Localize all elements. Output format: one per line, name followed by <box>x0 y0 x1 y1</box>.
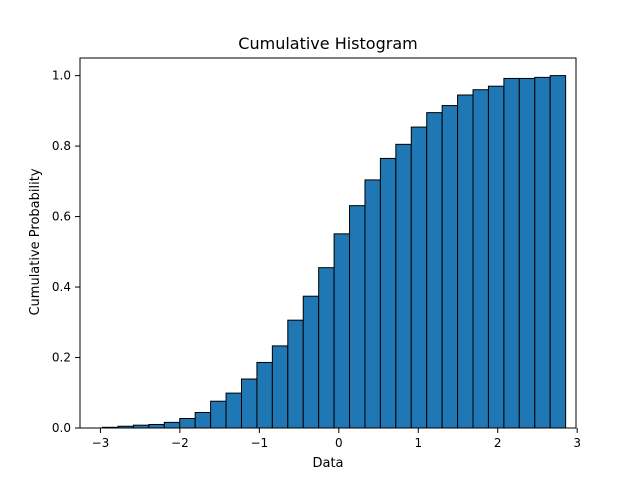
x-tick-label: 3 <box>573 436 581 450</box>
histogram-bar <box>302 295 320 429</box>
x-axis-label: Data <box>312 456 343 471</box>
y-axis-label: Cumulative Probability <box>28 168 43 315</box>
histogram-bar <box>349 205 366 429</box>
histogram-bar <box>534 76 551 429</box>
x-tick-label: 0 <box>335 436 343 450</box>
chart-title: Cumulative Histogram <box>238 34 417 53</box>
x-tick-label: −2 <box>171 436 189 450</box>
y-tick-label: 0.2 <box>52 351 71 365</box>
histogram-bars <box>102 75 567 429</box>
histogram-bar <box>379 157 397 429</box>
histogram-bar <box>518 77 536 429</box>
x-tick-label: −3 <box>92 436 110 450</box>
histogram-bar <box>194 412 212 429</box>
histogram-bar <box>410 126 428 429</box>
histogram-bar <box>179 417 196 429</box>
y-axis-ticks: 0.0 0.2 0.4 0.6 0.8 1.0 <box>52 69 80 435</box>
histogram-bar <box>549 75 567 429</box>
histogram-bar <box>333 233 351 429</box>
y-tick-label: 1.0 <box>52 69 71 83</box>
x-tick-label: −1 <box>250 436 268 450</box>
histogram-bar <box>395 143 412 429</box>
axes-frame <box>79 57 577 429</box>
histogram-bar <box>225 392 242 429</box>
y-tick-label: 0.0 <box>52 421 71 435</box>
x-tick-label: 1 <box>414 436 422 450</box>
histogram-bar <box>318 267 335 429</box>
histogram-bar <box>472 89 489 429</box>
histogram-bar <box>287 319 304 429</box>
y-tick-label: 0.4 <box>52 280 71 294</box>
histogram-bar <box>441 105 459 429</box>
histogram-bar <box>364 179 381 429</box>
x-axis-ticks: −3 −2 −1 0 1 2 3 <box>92 428 581 450</box>
histogram-bar <box>210 400 227 429</box>
histogram-bar <box>426 112 443 429</box>
histogram-bar <box>271 345 289 429</box>
y-tick-label: 0.8 <box>52 139 71 153</box>
histogram-bar <box>256 361 273 429</box>
histogram-bar <box>148 423 165 429</box>
histogram-bar <box>487 85 505 429</box>
histogram-bar <box>163 421 181 429</box>
histogram-bar <box>503 77 520 429</box>
x-tick-label: 2 <box>494 436 502 450</box>
histogram-bar <box>240 378 258 429</box>
y-tick-label: 0.6 <box>52 210 71 224</box>
histogram-bar <box>457 94 474 429</box>
